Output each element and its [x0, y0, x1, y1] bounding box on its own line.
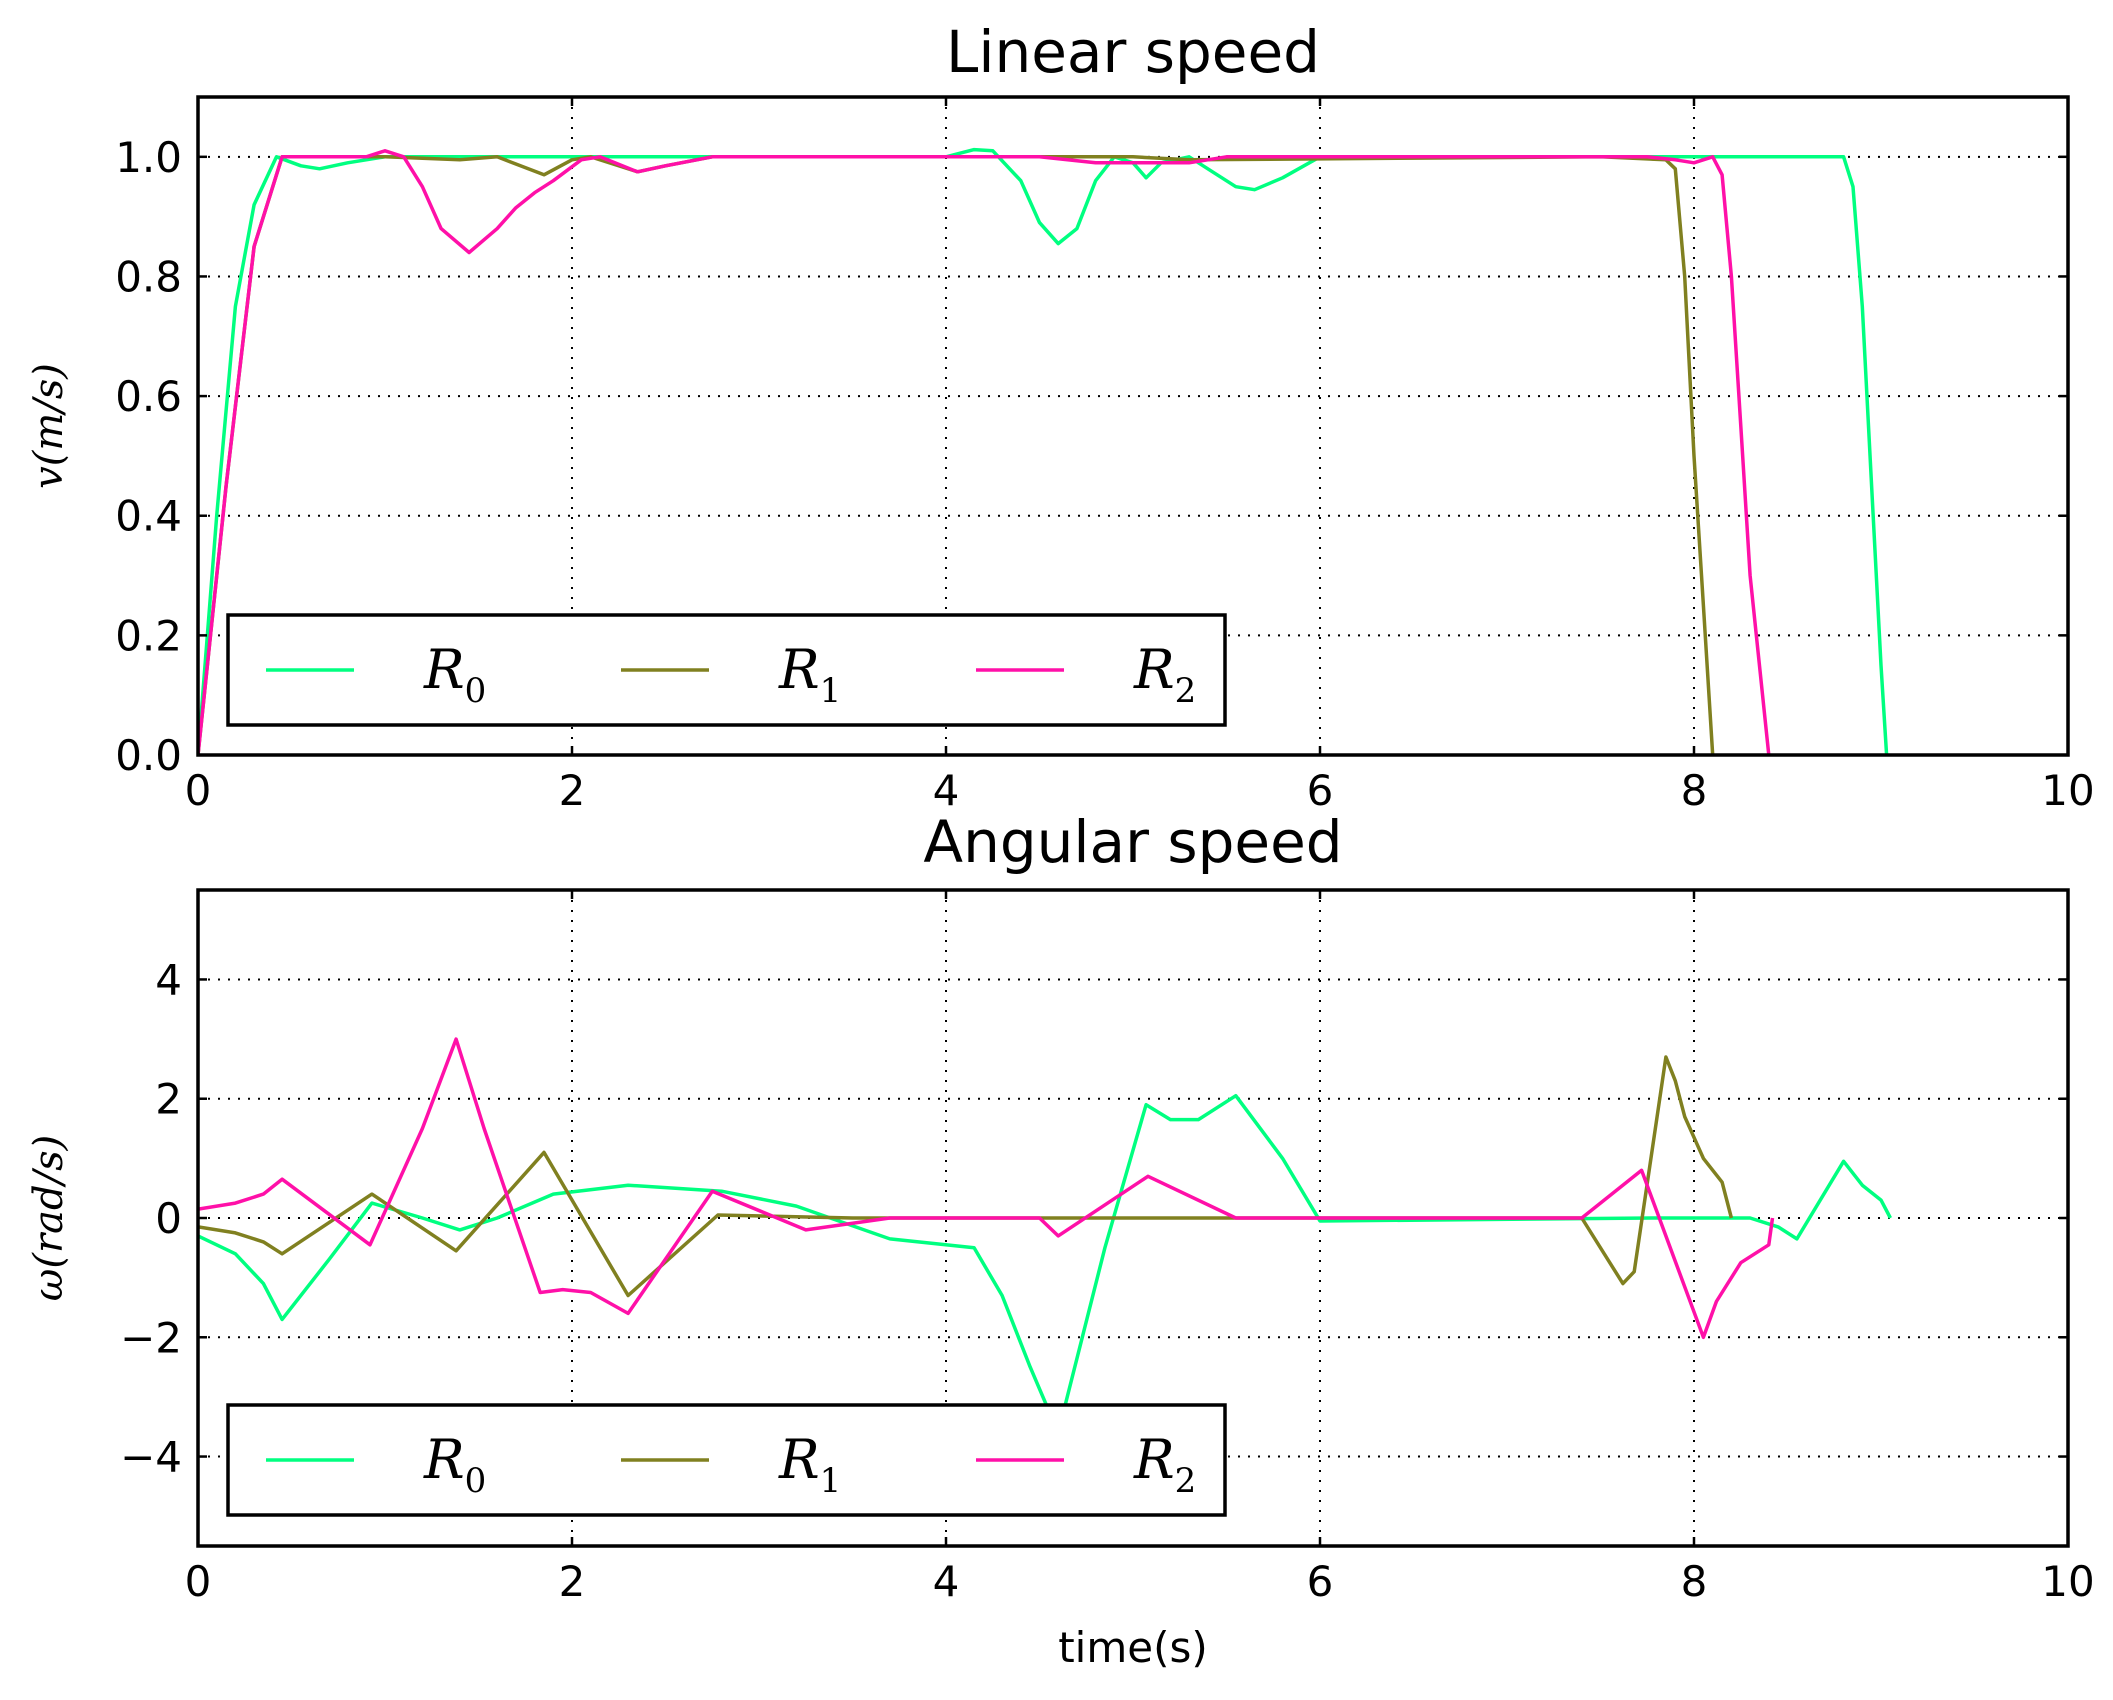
series-line-r0 — [198, 147, 1889, 755]
legend-label: R1 — [778, 1428, 841, 1501]
y-tick-label: −2 — [120, 1313, 182, 1362]
legend-item-r1: R1 — [621, 638, 841, 711]
legend-item-r2: R2 — [976, 638, 1196, 711]
chart-title: Linear speed — [946, 18, 1320, 86]
x-tick-label: 2 — [559, 766, 586, 815]
y-tick-label: 0 — [155, 1194, 182, 1243]
y-tick-label: 0.2 — [115, 611, 182, 660]
series-group — [198, 147, 1889, 755]
y-tick-label: 0.0 — [115, 731, 182, 780]
x-tick-label: 10 — [2041, 1557, 2094, 1606]
series-line-r2 — [198, 149, 1771, 755]
legend-label: R0 — [423, 1428, 486, 1501]
x-tick-label: 10 — [2041, 766, 2094, 815]
y-tick-label: −4 — [120, 1433, 182, 1482]
legend-item-r0: R0 — [266, 638, 486, 711]
legend-label: R2 — [1133, 1428, 1196, 1501]
legend: R0 R1 R2 — [226, 613, 1227, 727]
legend-item-r2: R2 — [976, 1428, 1196, 1501]
linear-speed-panel: Linear speed 0 2 4 6 8 10 0.0 0.2 0.4 0.6 0.8 1.0 v(m… — [26, 18, 2095, 815]
angular-speed-panel: Angular speed 0 2 4 6 8 10 −4 −2 0 2 4 ω(rad/s) time(… — [26, 808, 2095, 1672]
legend-item-r1: R1 — [621, 1428, 841, 1501]
y-tick-label: 0.4 — [115, 492, 182, 541]
x-tick-label: 0 — [185, 766, 212, 815]
legend: R0 R1 R2 — [226, 1403, 1227, 1517]
y-axis-label: v(m/s) — [26, 363, 72, 489]
series-line-r0 — [198, 1093, 1892, 1435]
legend-label: R2 — [1133, 638, 1196, 711]
y-axis-label: ω(rad/s) — [26, 1135, 72, 1301]
series-line-r1 — [198, 1055, 1734, 1298]
y-tick-label: 2 — [155, 1075, 182, 1124]
plot-frame — [196, 95, 2070, 757]
x-tick-label: 4 — [933, 1557, 960, 1606]
legend-box — [226, 1403, 1227, 1517]
x-tick-label: 2 — [559, 1557, 586, 1606]
legend-label: R1 — [778, 638, 841, 711]
x-tick-label: 8 — [1681, 766, 1708, 815]
legend-box — [226, 613, 1227, 727]
x-tick-label: 0 — [185, 1557, 212, 1606]
x-tick-label: 8 — [1681, 1557, 1708, 1606]
x-tick-label: 4 — [933, 766, 960, 815]
y-tick-label: 0.6 — [115, 372, 182, 421]
x-tick-label: 6 — [1307, 766, 1334, 815]
y-tick-label: 0.8 — [115, 252, 182, 301]
x-tick-label: 6 — [1307, 1557, 1334, 1606]
x-axis-label: time(s) — [1058, 1623, 1208, 1672]
legend-item-r0: R0 — [266, 1428, 486, 1501]
chart-title: Angular speed — [923, 808, 1342, 876]
y-tick-label: 4 — [155, 955, 182, 1004]
series-group — [198, 1037, 1892, 1435]
legend-label: R0 — [423, 638, 486, 711]
y-tick-label: 1.0 — [115, 133, 182, 182]
series-line-r2 — [198, 1037, 1775, 1340]
